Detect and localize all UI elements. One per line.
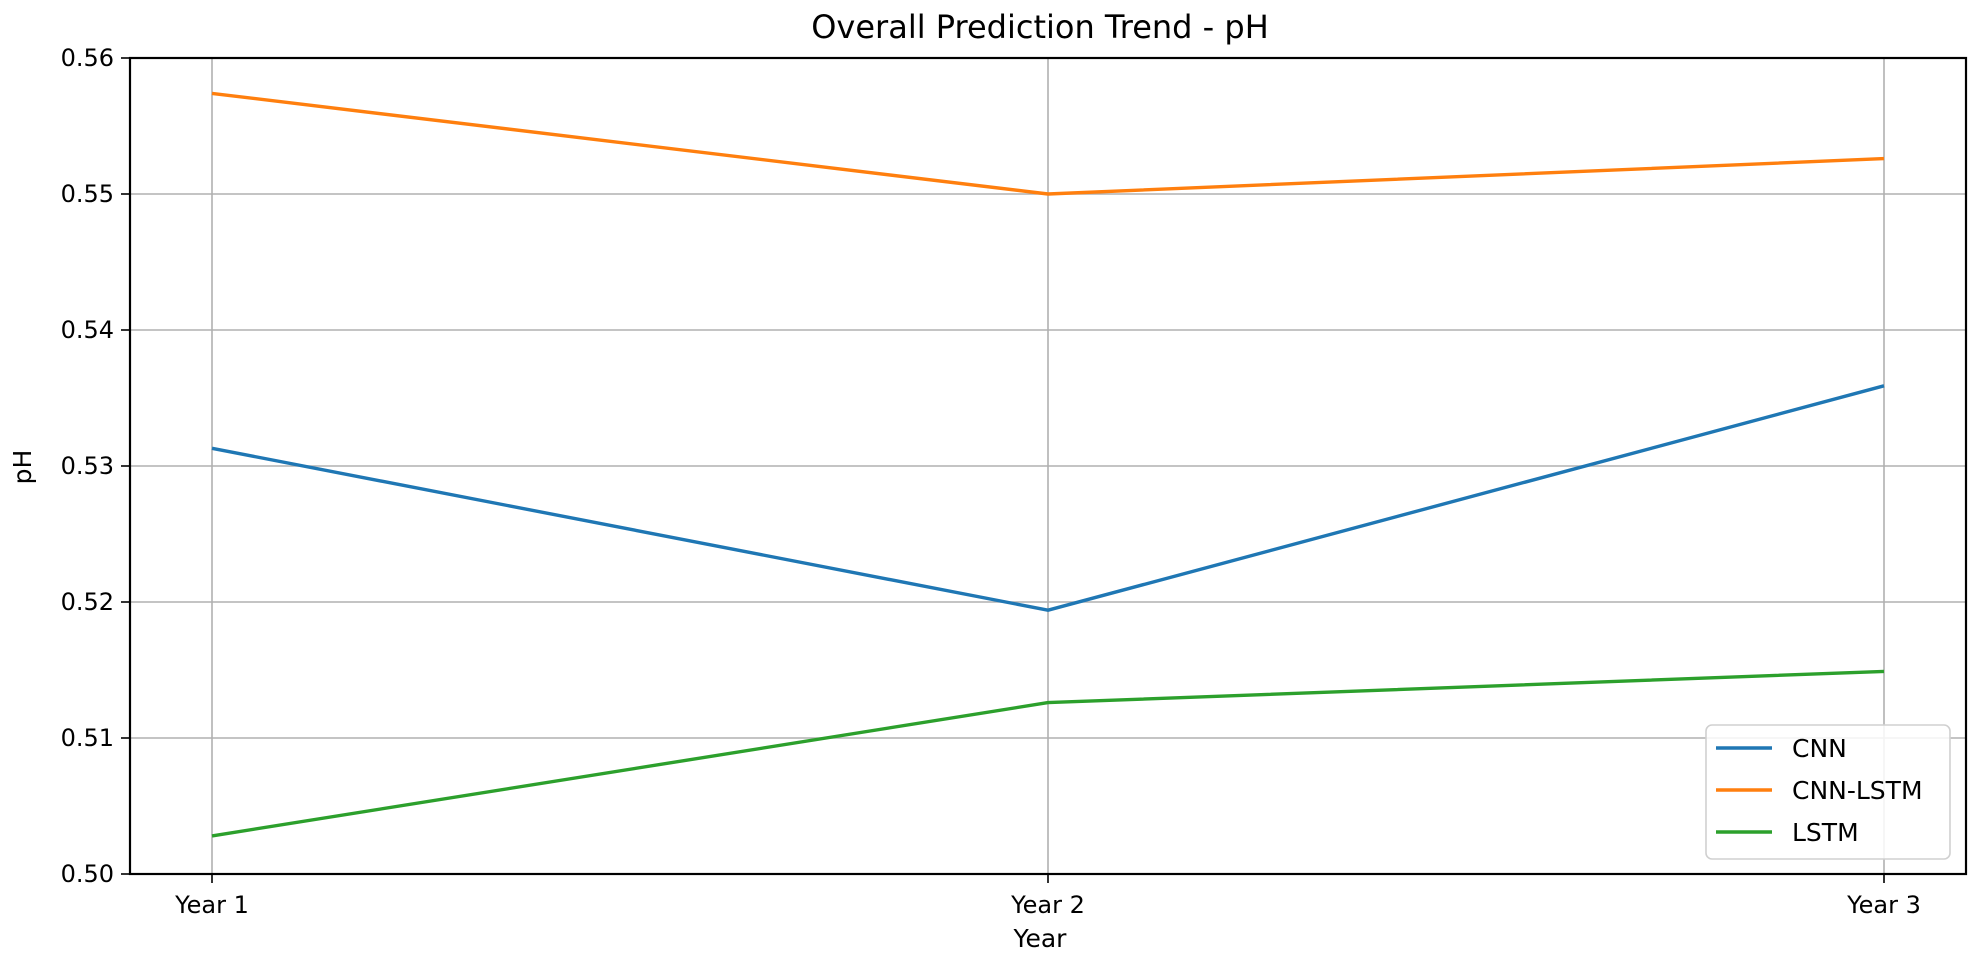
y-tick-label: 0.52 — [61, 588, 114, 616]
grid — [130, 58, 1966, 874]
y-tick-label: 0.56 — [61, 44, 114, 72]
legend-label-cnn-lstm: CNN-LSTM — [1792, 776, 1923, 805]
series-lines — [211, 91, 1885, 838]
y-tick-label: 0.50 — [61, 860, 114, 888]
x-tick-label: Year 3 — [1846, 891, 1921, 919]
legend: CNN CNN-LSTM LSTM — [1705, 724, 1951, 860]
series-line-lstm — [211, 669, 1885, 838]
x-tick-label: Year 2 — [1010, 891, 1085, 919]
y-axis: 0.50 0.51 0.52 0.53 0.54 0.55 0.56 — [61, 44, 130, 888]
x-axis-label: Year — [1013, 924, 1068, 953]
legend-label-cnn: CNN — [1792, 734, 1847, 763]
series-line-cnn — [211, 384, 1885, 612]
legend-label-lstm: LSTM — [1792, 818, 1859, 847]
chart-title: Overall Prediction Trend - pH — [811, 8, 1269, 46]
y-tick-label: 0.53 — [61, 452, 114, 480]
x-tick-label: Year 1 — [174, 891, 249, 919]
y-tick-label: 0.54 — [61, 316, 114, 344]
y-tick-label: 0.51 — [61, 724, 114, 752]
y-tick-label: 0.55 — [61, 180, 114, 208]
x-axis: Year 1 Year 2 Year 3 — [174, 874, 1921, 919]
legend-box — [1705, 724, 1951, 860]
y-axis-label: pH — [8, 450, 37, 485]
series-line-cnn-lstm — [211, 91, 1885, 196]
